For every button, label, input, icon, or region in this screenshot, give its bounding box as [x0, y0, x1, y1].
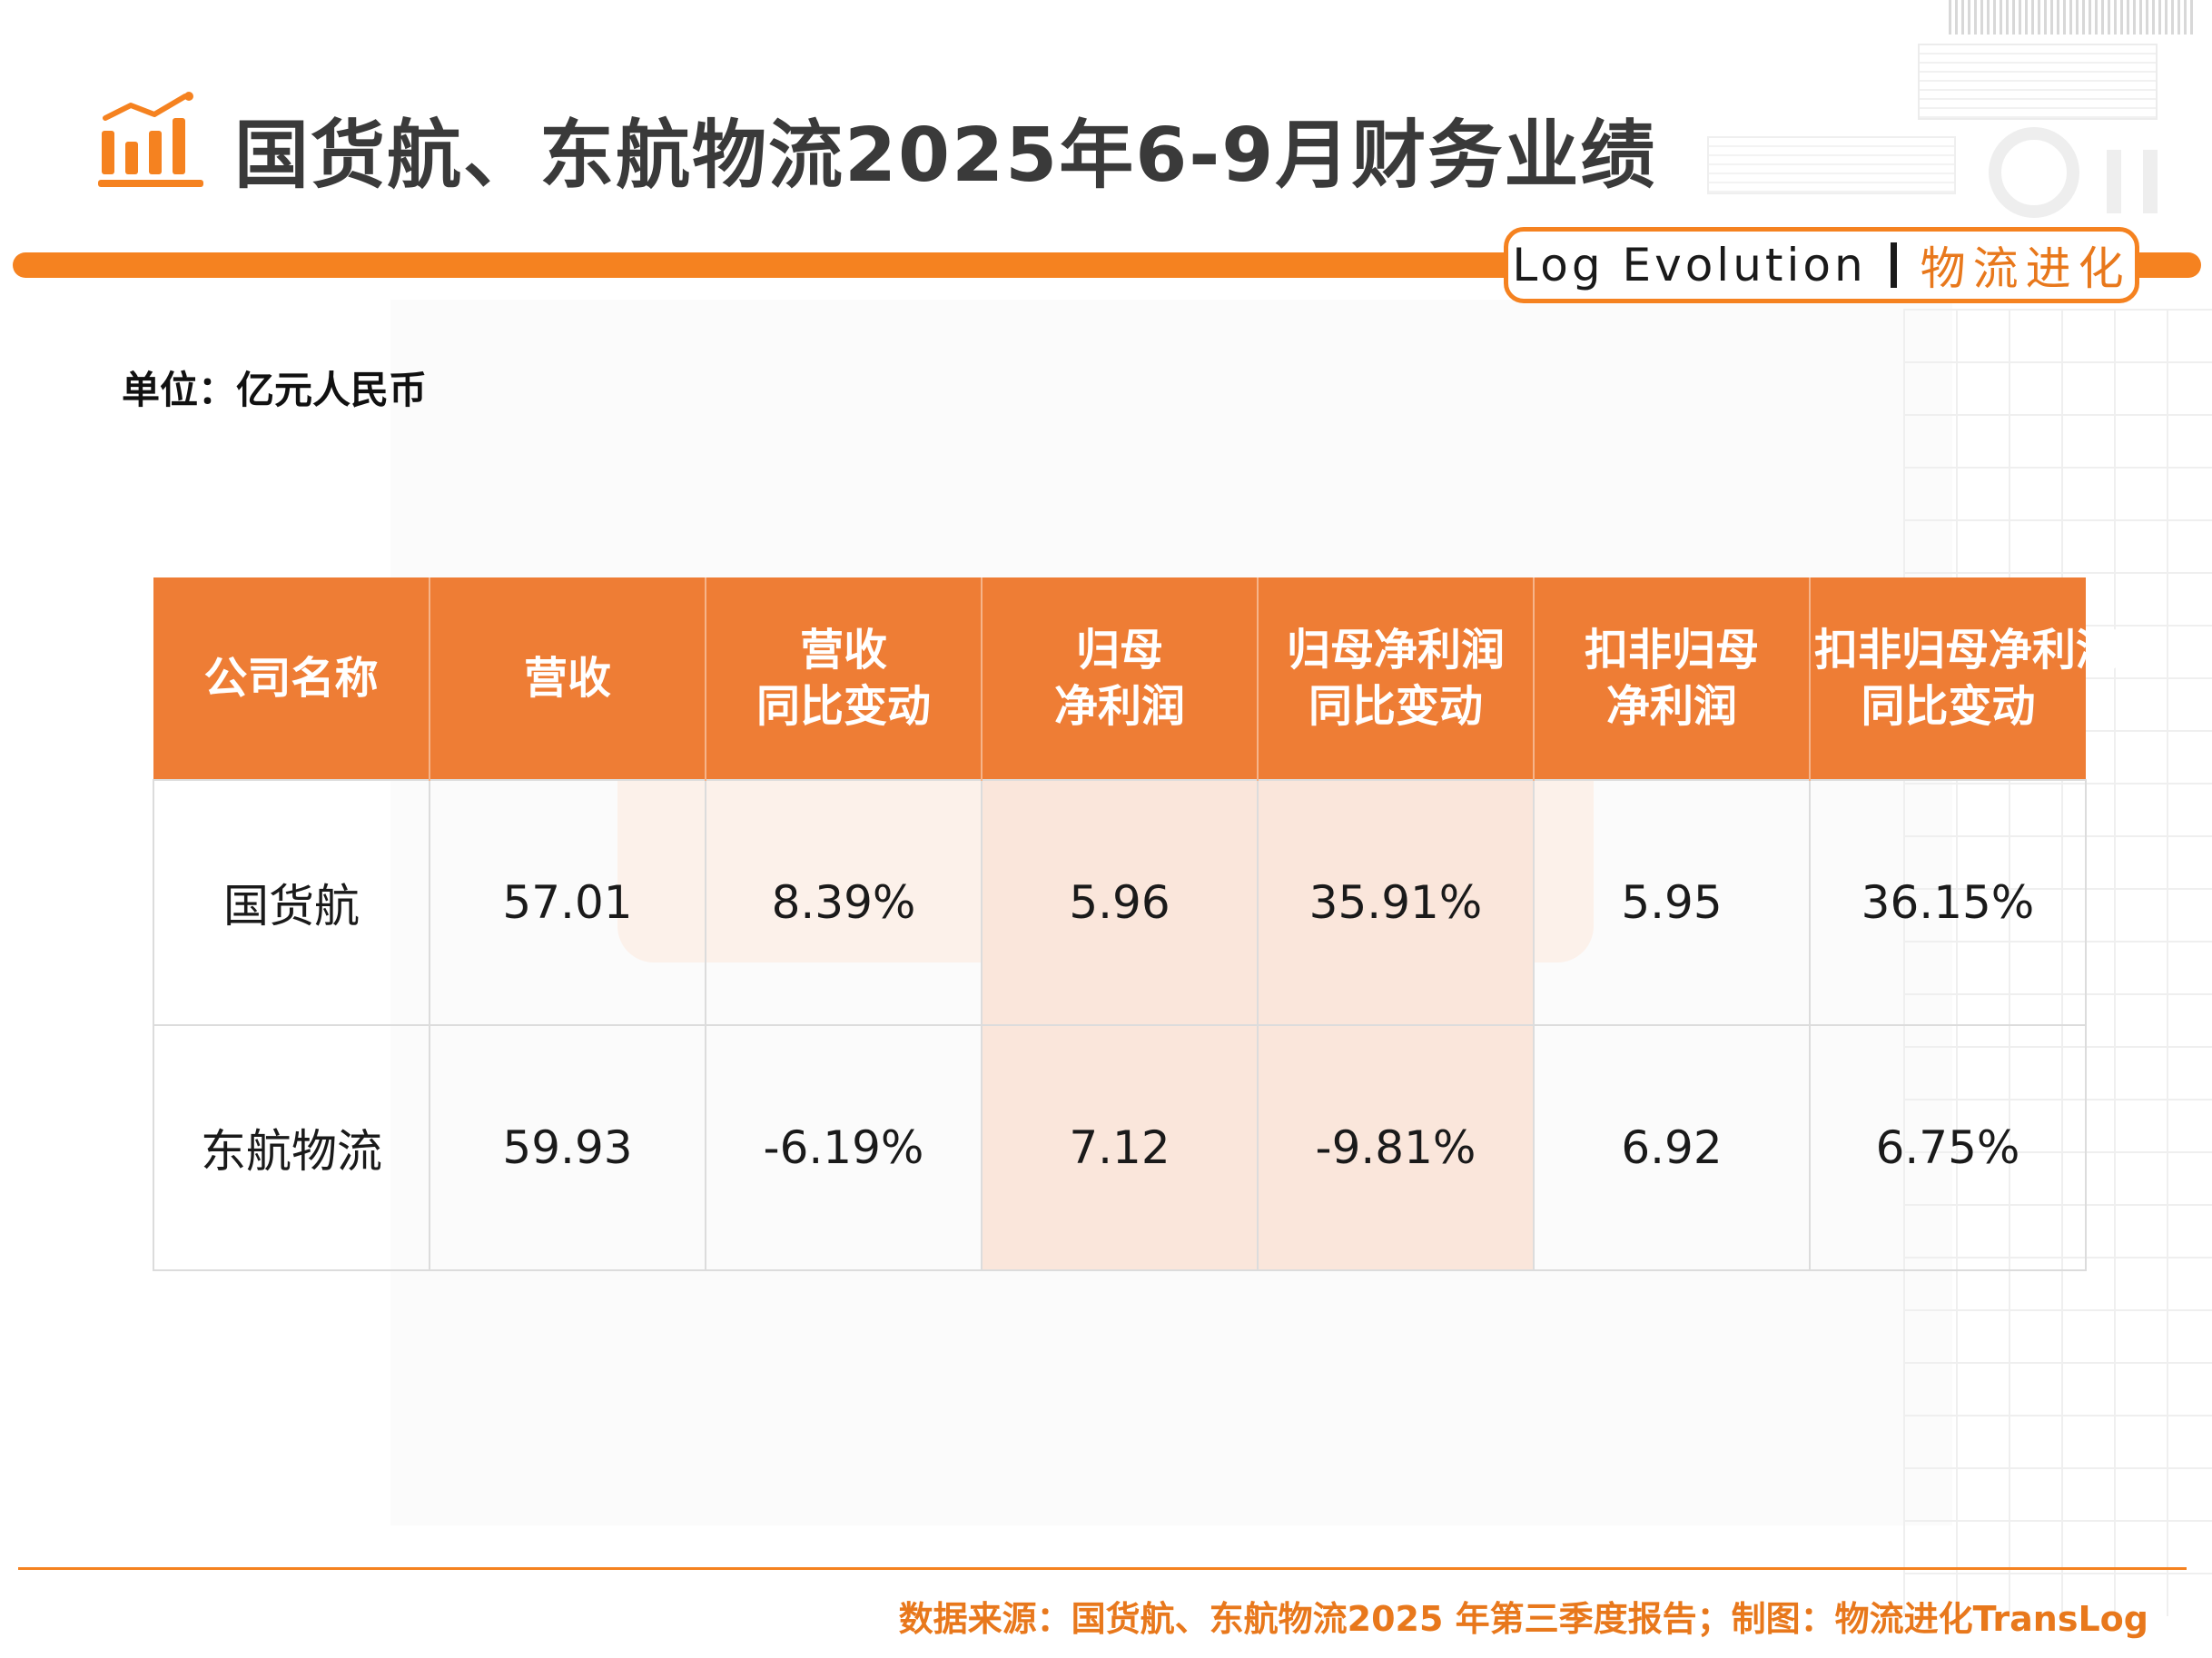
cell-revenue: 57.01	[429, 779, 706, 1026]
cell-revenue-yoy: -6.19%	[705, 1024, 983, 1271]
cell-adjusted-net-profit-yoy: 36.15%	[1809, 779, 2087, 1026]
header-adjusted-net-profit-yoy: 扣非归母净利润 同比变动	[1810, 577, 2119, 780]
brand-name-en: Log Evolution	[1512, 239, 1867, 291]
recycle-icon	[1989, 127, 2079, 218]
cell-revenue: 59.93	[429, 1024, 706, 1271]
financial-table: 公司名称 营收 营收 同比变动 归母 净利润 归母净利润 同比变动 扣非归母 净利润 扣…	[153, 577, 2119, 1271]
cell-adjusted-net-profit: 5.95	[1533, 779, 1811, 1026]
header-adjusted-net-profit: 扣非归母 净利润	[1534, 577, 1811, 780]
cell-net-profit: 5.96	[981, 779, 1259, 1026]
cell-adjusted-net-profit-yoy: 6.75%	[1809, 1024, 2087, 1271]
table-row: 东航物流 59.93 -6.19% 7.12 -9.81% 6.92 6.75%	[153, 1024, 2087, 1271]
footer-divider	[18, 1567, 2187, 1570]
header-net-profit: 归母 净利润	[982, 577, 1259, 780]
brand-separator	[1890, 242, 1897, 288]
brand-logo: Log Evolution 物流进化	[1504, 227, 2139, 303]
this-side-up-icon	[2098, 132, 2170, 213]
brand-name-cn: 物流进化	[1920, 242, 2131, 295]
cell-revenue-yoy: 8.39%	[705, 779, 983, 1026]
unit-label: 单位：亿元人民币	[122, 368, 428, 412]
bar-chart-icon	[98, 92, 203, 187]
shipping-label-decoration-2	[1707, 136, 1956, 194]
table-header-row: 公司名称 营收 营收 同比变动 归母 净利润 归母净利润 同比变动 扣非归母 净利润 扣…	[153, 577, 2119, 780]
shipping-label-decoration	[1918, 44, 2158, 120]
table-row: 国货航 57.01 8.39% 5.96 35.91% 5.95 36.15%	[153, 779, 2087, 1026]
cell-net-profit-yoy: 35.91%	[1257, 779, 1535, 1026]
barcode-decoration	[1949, 0, 2194, 35]
cell-net-profit-yoy: -9.81%	[1257, 1024, 1535, 1271]
page-title: 国货航、东航物流2025年6-9月财务业绩	[234, 113, 1657, 199]
cell-company: 国货航	[153, 779, 430, 1026]
cell-adjusted-net-profit: 6.92	[1533, 1024, 1811, 1271]
cell-company: 东航物流	[153, 1024, 430, 1271]
cell-net-profit: 7.12	[981, 1024, 1259, 1271]
data-source-note: 数据来源：国货航、东航物流2025 年第三季度报告；制图：物流进化TransLo…	[898, 1599, 2148, 1639]
header-net-profit-yoy: 归母净利润 同比变动	[1258, 577, 1535, 780]
header-revenue-yoy: 营收 同比变动	[706, 577, 983, 780]
header-company: 公司名称	[153, 577, 430, 780]
header-revenue: 营收	[430, 577, 706, 780]
